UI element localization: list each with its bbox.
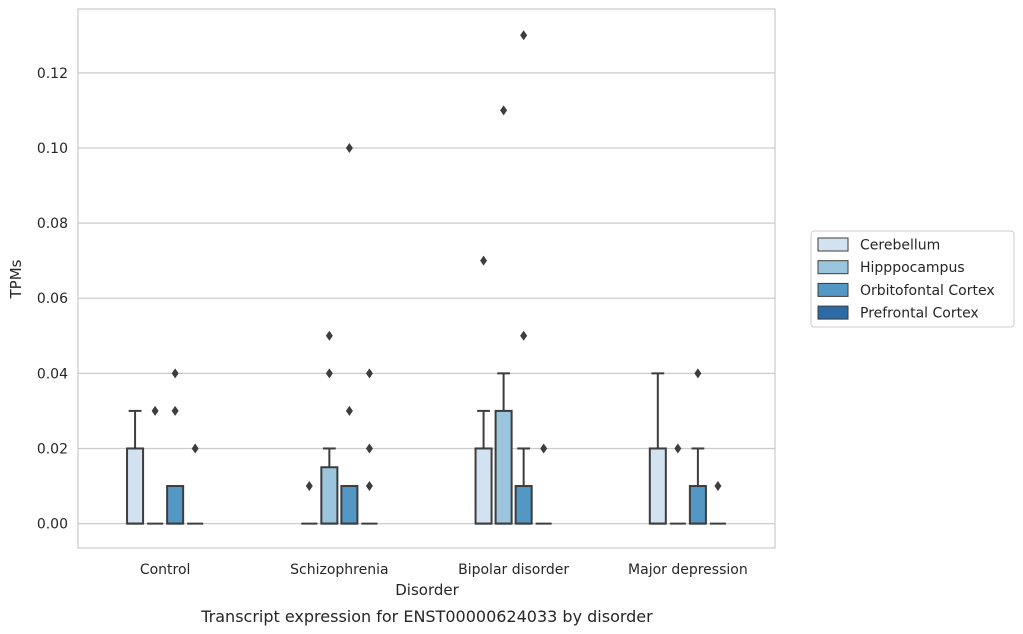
y-tick-label: 0.12 [37, 66, 68, 82]
outlier-point [191, 443, 199, 454]
x-tick-label: Major depression [628, 562, 748, 578]
box-body [648, 447, 667, 525]
x-tick-label: Control [140, 562, 191, 578]
outlier-point [171, 405, 179, 416]
x-tick-label: Bipolar disorder [458, 562, 569, 578]
box-0-0 [126, 409, 145, 525]
box-body [514, 485, 533, 525]
box-3-1 [361, 368, 378, 525]
outlier-point [171, 368, 179, 379]
legend-swatch [817, 282, 849, 297]
y-tick-label: 0.04 [37, 366, 68, 382]
box-2-2 [514, 30, 533, 525]
box-1-1 [320, 330, 339, 525]
outlier-point [151, 405, 159, 416]
box-body [688, 485, 707, 525]
box-body [166, 485, 185, 525]
outlier-point [674, 443, 682, 454]
outlier-point [714, 481, 722, 492]
y-tick-label: 0.10 [37, 141, 68, 157]
box-body [340, 485, 359, 525]
legend-label: Hipppocampus [860, 260, 965, 276]
outlier-point [365, 368, 373, 379]
x-tick-label: Schizophrenia [290, 562, 388, 578]
y-tick-label: 0.06 [37, 291, 68, 307]
box-2-3 [688, 368, 707, 525]
outlier-point [480, 255, 488, 266]
legend-label: Cerebellum [860, 238, 940, 254]
legend-entries: Cerebellum Hipppocampus Orbitofontal Corte… [817, 237, 995, 322]
legend-swatch [817, 305, 849, 320]
plot-frame [77, 8, 776, 549]
box-1-2 [494, 105, 513, 525]
box-0-3 [648, 372, 667, 525]
x-axis-label: Disorder [395, 581, 459, 599]
outlier-point [305, 481, 313, 492]
outlier-point [520, 30, 528, 41]
outlier-point [500, 105, 508, 116]
y-tick-label: 0.00 [37, 517, 68, 533]
box-3-0 [187, 443, 204, 525]
outlier-point [325, 330, 333, 341]
legend-frame [810, 230, 1015, 328]
box-2-1 [340, 142, 359, 525]
y-tick-labels: 0.00 0.02 0.04 0.06 0.08 0.10 0.12 [37, 66, 68, 533]
outlier-point [365, 481, 373, 492]
box-2-0 [166, 368, 185, 525]
outlier-point [365, 443, 373, 454]
plot-background [78, 9, 775, 548]
box-body [474, 447, 493, 525]
legend-label: Prefrontal Cortex [860, 306, 979, 322]
box-3-3 [709, 481, 726, 525]
outlier-point [345, 142, 353, 153]
box-1-0 [147, 405, 164, 525]
boxes [126, 30, 726, 525]
box-body [126, 447, 145, 525]
legend: Cerebellum Hipppocampus Orbitofontal Corte… [810, 230, 1015, 328]
y-tick-label: 0.02 [37, 441, 68, 457]
box-body [320, 466, 339, 525]
outlier-point [325, 368, 333, 379]
box-0-2 [474, 255, 493, 525]
outlier-point [540, 443, 548, 454]
legend-swatch [817, 237, 849, 252]
outlier-point [345, 405, 353, 416]
box-body [494, 409, 513, 525]
y-tick-label: 0.08 [37, 216, 68, 232]
outlier-point [694, 368, 702, 379]
outlier-point [520, 330, 528, 341]
chart-caption: Transcript expression for ENST0000062403… [200, 607, 653, 626]
legend-label: Orbitofontal Cortex [860, 283, 995, 299]
box-1-3 [669, 443, 686, 525]
legend-swatch [817, 260, 849, 275]
box-3-2 [535, 443, 552, 525]
box-0-1 [301, 481, 318, 525]
x-tick-labels: Control Schizophrenia Bipolar disorder Majo… [140, 562, 748, 578]
y-axis-label: TPMs [7, 259, 25, 299]
